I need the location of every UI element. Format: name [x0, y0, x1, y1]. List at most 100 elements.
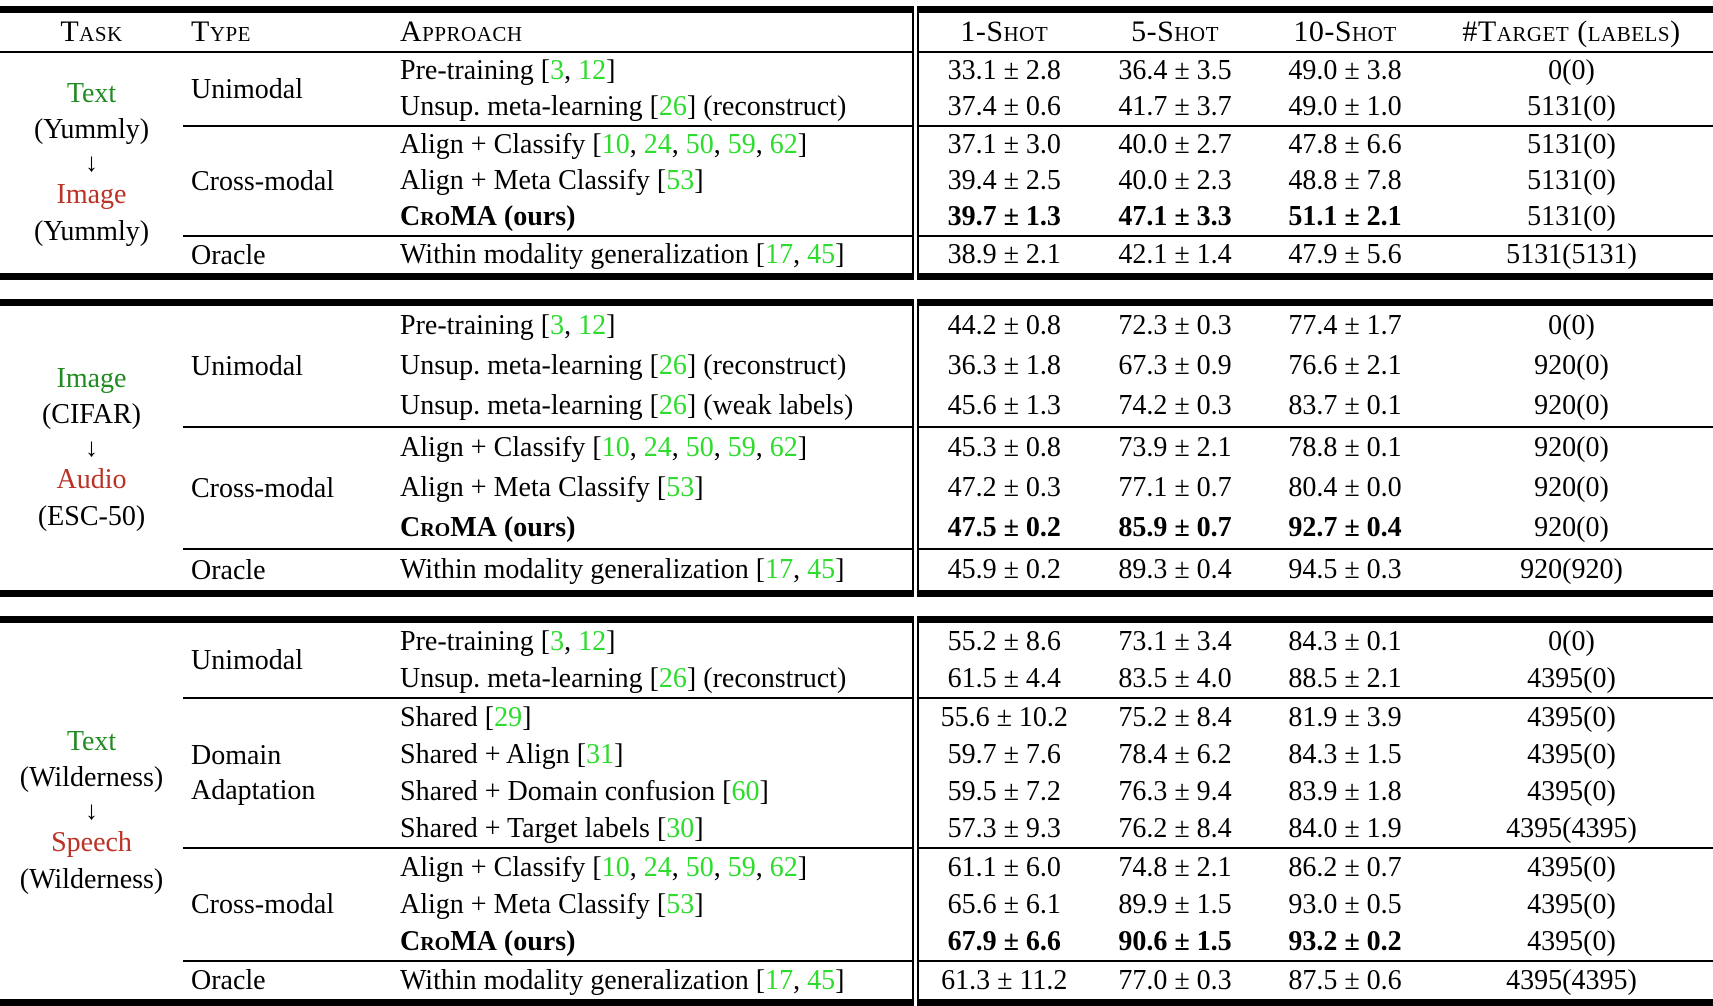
cell-10-shot: 47.9 ± 5.6: [1260, 235, 1430, 277]
cell-target-labels: 5131(0): [1527, 91, 1616, 122]
citation-number: 62: [769, 129, 798, 160]
approach-cell: Shared + Domain confusion [60]: [400, 775, 769, 807]
citation-number: 17: [765, 239, 794, 270]
type-cell: Cross-modal: [183, 125, 390, 236]
cell-5-shot: 76.3 ± 9.4: [1118, 775, 1232, 807]
cell-target-labels: 5131(0): [1527, 201, 1616, 232]
cell-10-shot: 92.7 ± 0.4: [1288, 512, 1402, 543]
citation-number: 62: [769, 851, 798, 883]
cell-5-shot: 76.2 ± 8.4: [1118, 812, 1232, 844]
cell-10-shot: 51.1 ± 2.1: [1288, 201, 1402, 232]
citation-number: 10: [601, 129, 630, 160]
cell-1-shot: 59.5 ± 7.2: [911, 773, 1090, 810]
citation-number: 29: [494, 701, 523, 733]
cell-target-labels: 4395(0): [1430, 847, 1713, 886]
target-dataset: (Wilderness): [19, 863, 164, 895]
cell-1-shot: 37.4 ± 0.6: [911, 89, 1090, 126]
citation-number: 59: [727, 432, 756, 463]
approach-cell: Within modality generalization [17, 45]: [390, 548, 915, 594]
results-tables-container: Task Type Approach 1-Shot 5-Shot 10-Shot #Targ…: [0, 6, 1713, 1006]
down-arrow-icon: ↓: [85, 795, 98, 825]
cell-target-labels: 920(920): [1430, 548, 1713, 594]
cell-10-shot: 84.0 ± 1.9: [1288, 812, 1402, 844]
results-table-yummly-text-to-image: Task Type Approach 1-Shot 5-Shot 10-Shot #Targ…: [0, 6, 1713, 280]
target-dataset: (Yummly): [33, 215, 150, 247]
table-row: Shared + Align [31] 59.7 ± 7.6 78.4 ± 6.2 8…: [0, 736, 1713, 773]
approach-cell: Align + Classify [10, 24, 50, 59, 62]: [390, 426, 915, 468]
table-row: Oracle Within modality generalization [17…: [0, 960, 1713, 1003]
cell-target-labels: 920(0): [1430, 426, 1713, 468]
cell-target-labels: 4395(0): [1527, 888, 1616, 920]
cell-target-labels: 4395(4395): [1430, 960, 1713, 1003]
cell-1-shot: 55.2 ± 8.6: [911, 619, 1090, 660]
source-dataset: (Wilderness): [19, 762, 164, 794]
approach-cell: Align + Classify [10, 24, 50, 59, 62]: [390, 125, 915, 163]
cell-target-labels: 5131(0): [1430, 125, 1713, 163]
citation-number: 50: [685, 129, 714, 160]
approach-cell: Shared + Align [31]: [400, 738, 624, 770]
cell-10-shot: 88.5 ± 2.1: [1288, 662, 1402, 694]
column-header-approach: Approach: [390, 9, 915, 53]
cell-1-shot: 37.1 ± 3.0: [911, 125, 1090, 163]
cell-5-shot: 74.8 ± 2.1: [1090, 847, 1260, 886]
citation-number: 12: [578, 625, 607, 657]
approach-cell: Within modality generalization [17, 45]: [390, 235, 915, 277]
cell-10-shot: 93.2 ± 0.2: [1288, 925, 1402, 957]
cell-5-shot: 73.1 ± 3.4: [1118, 625, 1232, 657]
citation-number: 45: [807, 964, 836, 996]
citation-number: 24: [643, 129, 672, 160]
citation-number: 12: [578, 55, 607, 86]
source-modality: Image: [56, 362, 127, 394]
cell-target-labels: 920(0): [1534, 390, 1609, 421]
table-row: Shared + Target labels [30] 57.3 ± 9.3 76.…: [0, 810, 1713, 848]
cell-5-shot: 77.1 ± 0.7: [1118, 472, 1232, 503]
approach-cell: CroMA (ours): [400, 925, 576, 957]
down-arrow-icon: ↓: [85, 147, 98, 177]
results-table-wilderness-text-to-speech: Text (Wilderness) ↓ Speech (Wilderness) Unimo…: [0, 616, 1713, 1006]
cell-1-shot: 57.3 ± 9.3: [911, 810, 1090, 848]
citation-number: 45: [807, 554, 836, 585]
cell-5-shot: 72.3 ± 0.3: [1118, 310, 1232, 341]
source-modality: Text: [66, 77, 117, 109]
task-cell: Text (Yummly) ↓ Image (Yummly): [0, 52, 183, 277]
cell-1-shot: 67.9 ± 6.6: [911, 923, 1090, 961]
cell-1-shot: 65.6 ± 6.1: [911, 886, 1090, 923]
cell-1-shot: 59.7 ± 7.6: [911, 736, 1090, 773]
table-row: Shared + Domain confusion [60] 59.5 ± 7.2…: [0, 773, 1713, 810]
cell-1-shot: 39.4 ± 2.5: [911, 163, 1090, 199]
type-cell: Oracle: [183, 960, 390, 1003]
approach-cell: Align + Meta Classify [53]: [400, 472, 704, 503]
cell-5-shot: 83.5 ± 4.0: [1118, 662, 1232, 694]
citation-number: 10: [601, 851, 630, 883]
citation-number: 45: [807, 239, 836, 270]
cell-target-labels: 5131(0): [1527, 165, 1616, 196]
citation-number: 10: [601, 432, 630, 463]
citation-number: 3: [550, 310, 565, 341]
approach-cell: Unsup. meta-learning [26] (reconstruct): [400, 91, 847, 122]
approach-cell: Within modality generalization [17, 45]: [390, 960, 915, 1003]
cell-10-shot: 86.2 ± 0.7: [1260, 847, 1430, 886]
approach-cell: CroMA (ours): [400, 512, 576, 543]
citation-number: 26: [658, 390, 687, 421]
cell-target-labels: 920(0): [1534, 350, 1609, 381]
cell-5-shot: 41.7 ± 3.7: [1118, 91, 1232, 122]
approach-cell: Shared + Target labels [30]: [400, 812, 704, 844]
cell-target-labels: 4395(0): [1527, 775, 1616, 807]
cell-1-shot: 47.5 ± 0.2: [911, 508, 1090, 549]
cell-1-shot: 44.2 ± 0.8: [911, 302, 1090, 346]
method-name: CroMA: [400, 201, 497, 232]
cell-5-shot: 47.1 ± 3.3: [1118, 201, 1232, 232]
cell-5-shot: 73.9 ± 2.1: [1090, 426, 1260, 468]
cell-1-shot: 47.2 ± 0.3: [911, 468, 1090, 508]
cell-10-shot: 93.0 ± 0.5: [1288, 888, 1402, 920]
citation-number: 50: [685, 432, 714, 463]
cell-5-shot: 89.9 ± 1.5: [1118, 888, 1232, 920]
cell-1-shot: 39.7 ± 1.3: [911, 199, 1090, 236]
cell-5-shot: 89.3 ± 0.4: [1090, 548, 1260, 594]
table-row: Text (Wilderness) ↓ Speech (Wilderness) Unimo…: [0, 619, 1713, 895]
cell-10-shot: 80.4 ± 0.0: [1288, 472, 1402, 503]
table-row: Align + Meta Classify [53] 47.2 ± 0.3 77.1…: [0, 468, 1713, 508]
type-cell: Cross-modal: [183, 426, 390, 549]
cell-10-shot: 84.3 ± 1.5: [1288, 738, 1402, 770]
type-cell: Oracle: [183, 548, 390, 594]
